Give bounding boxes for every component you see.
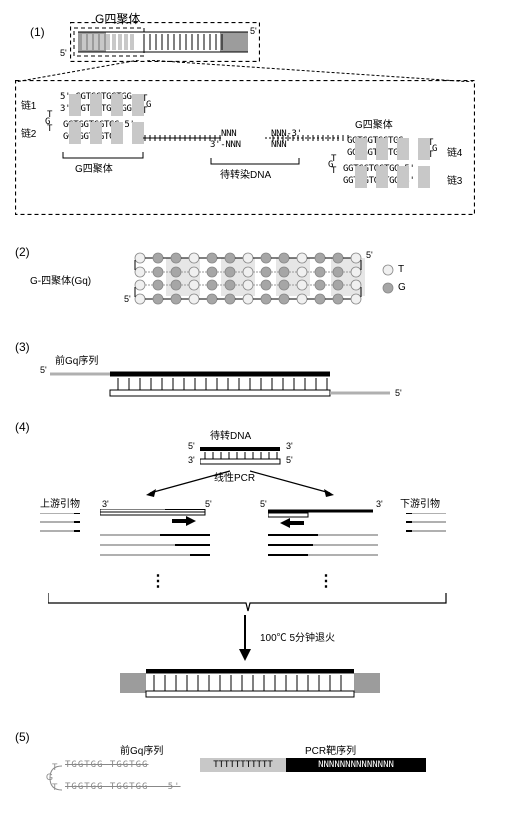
p4-product bbox=[120, 669, 384, 701]
down-primer: 下游引物 bbox=[400, 495, 440, 510]
legend-T: T bbox=[398, 264, 404, 275]
brackets-l bbox=[15, 80, 475, 215]
legend-balls bbox=[380, 262, 490, 296]
p4-5a: 5' bbox=[188, 441, 195, 451]
zoom-lines bbox=[15, 60, 485, 82]
panel3-duplex bbox=[30, 368, 410, 402]
p2-5b: 5' bbox=[124, 294, 131, 304]
up-primer: 上游引物 bbox=[40, 495, 80, 510]
p5-t1: T bbox=[52, 762, 58, 772]
gq-en: G-四聚体(Gq) bbox=[30, 272, 91, 287]
panel1-label: (1) bbox=[30, 25, 45, 39]
p4-right-amplicon bbox=[268, 509, 388, 569]
legend-G: G bbox=[398, 282, 406, 293]
panel4-label: (4) bbox=[15, 420, 30, 434]
p5-T: TTTTTTTTTTT bbox=[200, 758, 286, 772]
p4-3a: 3' bbox=[286, 441, 293, 451]
five-bl: 5' bbox=[60, 48, 67, 58]
p4-right-primers bbox=[400, 513, 450, 539]
ell-l: ⋮ bbox=[150, 571, 166, 591]
dna-trans: 待转DNA bbox=[210, 427, 251, 442]
p5-g: G bbox=[46, 772, 53, 782]
anneal: 100℃ 5分钟退火 bbox=[260, 629, 335, 644]
p4-3b: 3' bbox=[188, 455, 195, 465]
p4-bracket bbox=[48, 593, 448, 613]
p5-target: PCR靶序列 bbox=[305, 742, 356, 757]
p4-top-duplex bbox=[200, 443, 286, 469]
p5-t2: T bbox=[52, 782, 58, 792]
gq-r-label: G四聚体 bbox=[355, 116, 393, 131]
panel3-label: (3) bbox=[15, 340, 30, 354]
p3-5r: 5' bbox=[395, 388, 402, 398]
dna-label: 待转染DNA bbox=[220, 166, 271, 181]
p5-seq1: TGGTGG TGGTGG bbox=[65, 760, 148, 770]
p5-pre: 前Gq序列 bbox=[120, 742, 163, 757]
p5-seq2: TGGTGG TGGTGG — 5' bbox=[65, 782, 181, 792]
p4r-5: 5' bbox=[260, 499, 267, 509]
pre-gq-3: 前Gq序列 bbox=[55, 352, 98, 367]
p4-arrow bbox=[238, 615, 252, 661]
p4-split bbox=[120, 467, 360, 497]
p5-N: NNNNNNNNNNNNNN bbox=[286, 758, 426, 772]
panel5-label: (5) bbox=[15, 730, 30, 744]
panel2-label: (2) bbox=[15, 245, 30, 259]
p2-5t: 5' bbox=[366, 250, 373, 260]
panel1-top bbox=[70, 22, 260, 62]
ell-r: ⋮ bbox=[318, 571, 334, 591]
five-tr: 5' bbox=[250, 26, 257, 36]
p4r-3: 3' bbox=[376, 499, 383, 509]
gq-l-label: G四聚体 bbox=[75, 160, 113, 175]
p4-5c: 5' bbox=[286, 455, 293, 465]
p4-left-primers bbox=[40, 513, 86, 539]
p4l-3: 3' bbox=[102, 499, 109, 509]
p4l-5: 5' bbox=[205, 499, 212, 509]
p3-5l: 5' bbox=[40, 365, 47, 375]
p4-left-amplicon bbox=[100, 509, 220, 569]
